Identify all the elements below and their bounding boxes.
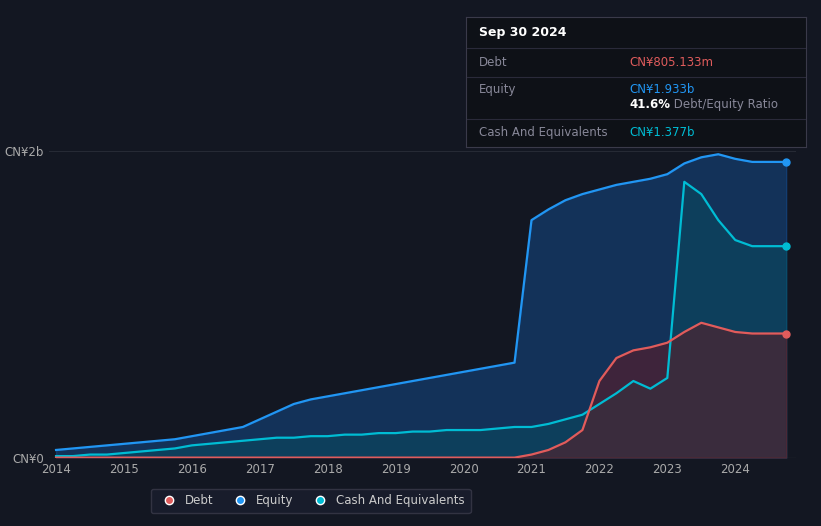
Text: Sep 30 2024: Sep 30 2024 <box>479 26 566 39</box>
Legend: Debt, Equity, Cash And Equivalents: Debt, Equity, Cash And Equivalents <box>151 489 470 513</box>
Text: Debt/Equity Ratio: Debt/Equity Ratio <box>670 98 778 111</box>
Text: Cash And Equivalents: Cash And Equivalents <box>479 126 608 139</box>
Text: 41.6%: 41.6% <box>629 98 670 111</box>
Text: Equity: Equity <box>479 84 516 96</box>
Text: CN¥805.133m: CN¥805.133m <box>629 56 713 69</box>
Text: CN¥1.933b: CN¥1.933b <box>629 84 695 96</box>
Text: CN¥1.377b: CN¥1.377b <box>629 126 695 139</box>
Text: Debt: Debt <box>479 56 507 69</box>
